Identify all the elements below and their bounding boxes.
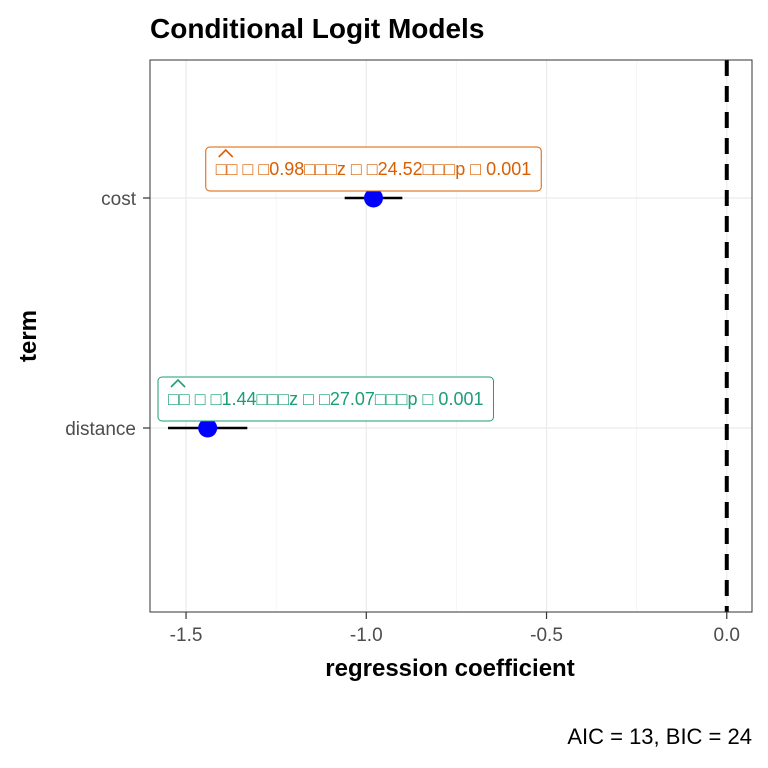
data-marks <box>168 188 403 438</box>
annotation-label-cost: □□ □ □0.98□□□z □ □24.52□□□p □ 0.001 <box>205 146 542 192</box>
hat-accent-glyph <box>218 148 234 158</box>
annotation-label-distance: □□ □ □1.44□□□z □ □27.07□□□p □ 0.001 <box>157 376 494 422</box>
x-tick-label: -1.0 <box>350 625 383 646</box>
x-tick-label: -0.5 <box>530 625 563 646</box>
chart-title: Conditional Logit Models <box>150 13 484 44</box>
y-tick-label: distance <box>65 419 136 440</box>
x-tick-label: 0.0 <box>714 625 740 646</box>
x-tick-label: -1.5 <box>170 625 203 646</box>
grid-lines <box>150 60 752 612</box>
point-estimate-cost <box>363 188 383 208</box>
point-estimate-distance <box>198 418 218 438</box>
annotation-text: □□ □ □0.98□□□z □ □24.52□□□p □ 0.001 <box>216 159 531 179</box>
y-axis-title: term <box>15 310 42 362</box>
annotation-box <box>205 146 542 192</box>
annotation-text: □□ □ □1.44□□□z □ □27.07□□□p □ 0.001 <box>168 389 483 409</box>
y-tick-label: cost <box>101 189 137 210</box>
y-axis: cost distance <box>65 189 150 440</box>
annotation-box <box>157 376 494 422</box>
annotations: □□ □ □0.98□□□z □ □24.52□□□p □ 0.001 □□ □ … <box>157 146 542 422</box>
hat-accent-glyph <box>170 378 186 388</box>
x-axis: -1.5 -1.0 -0.5 0.0 <box>170 612 740 646</box>
x-axis-title: regression coefficient <box>325 655 574 682</box>
caption-aic-bic: AIC = 13, BIC = 24 <box>567 724 752 749</box>
plot-panel-border <box>149 59 753 613</box>
